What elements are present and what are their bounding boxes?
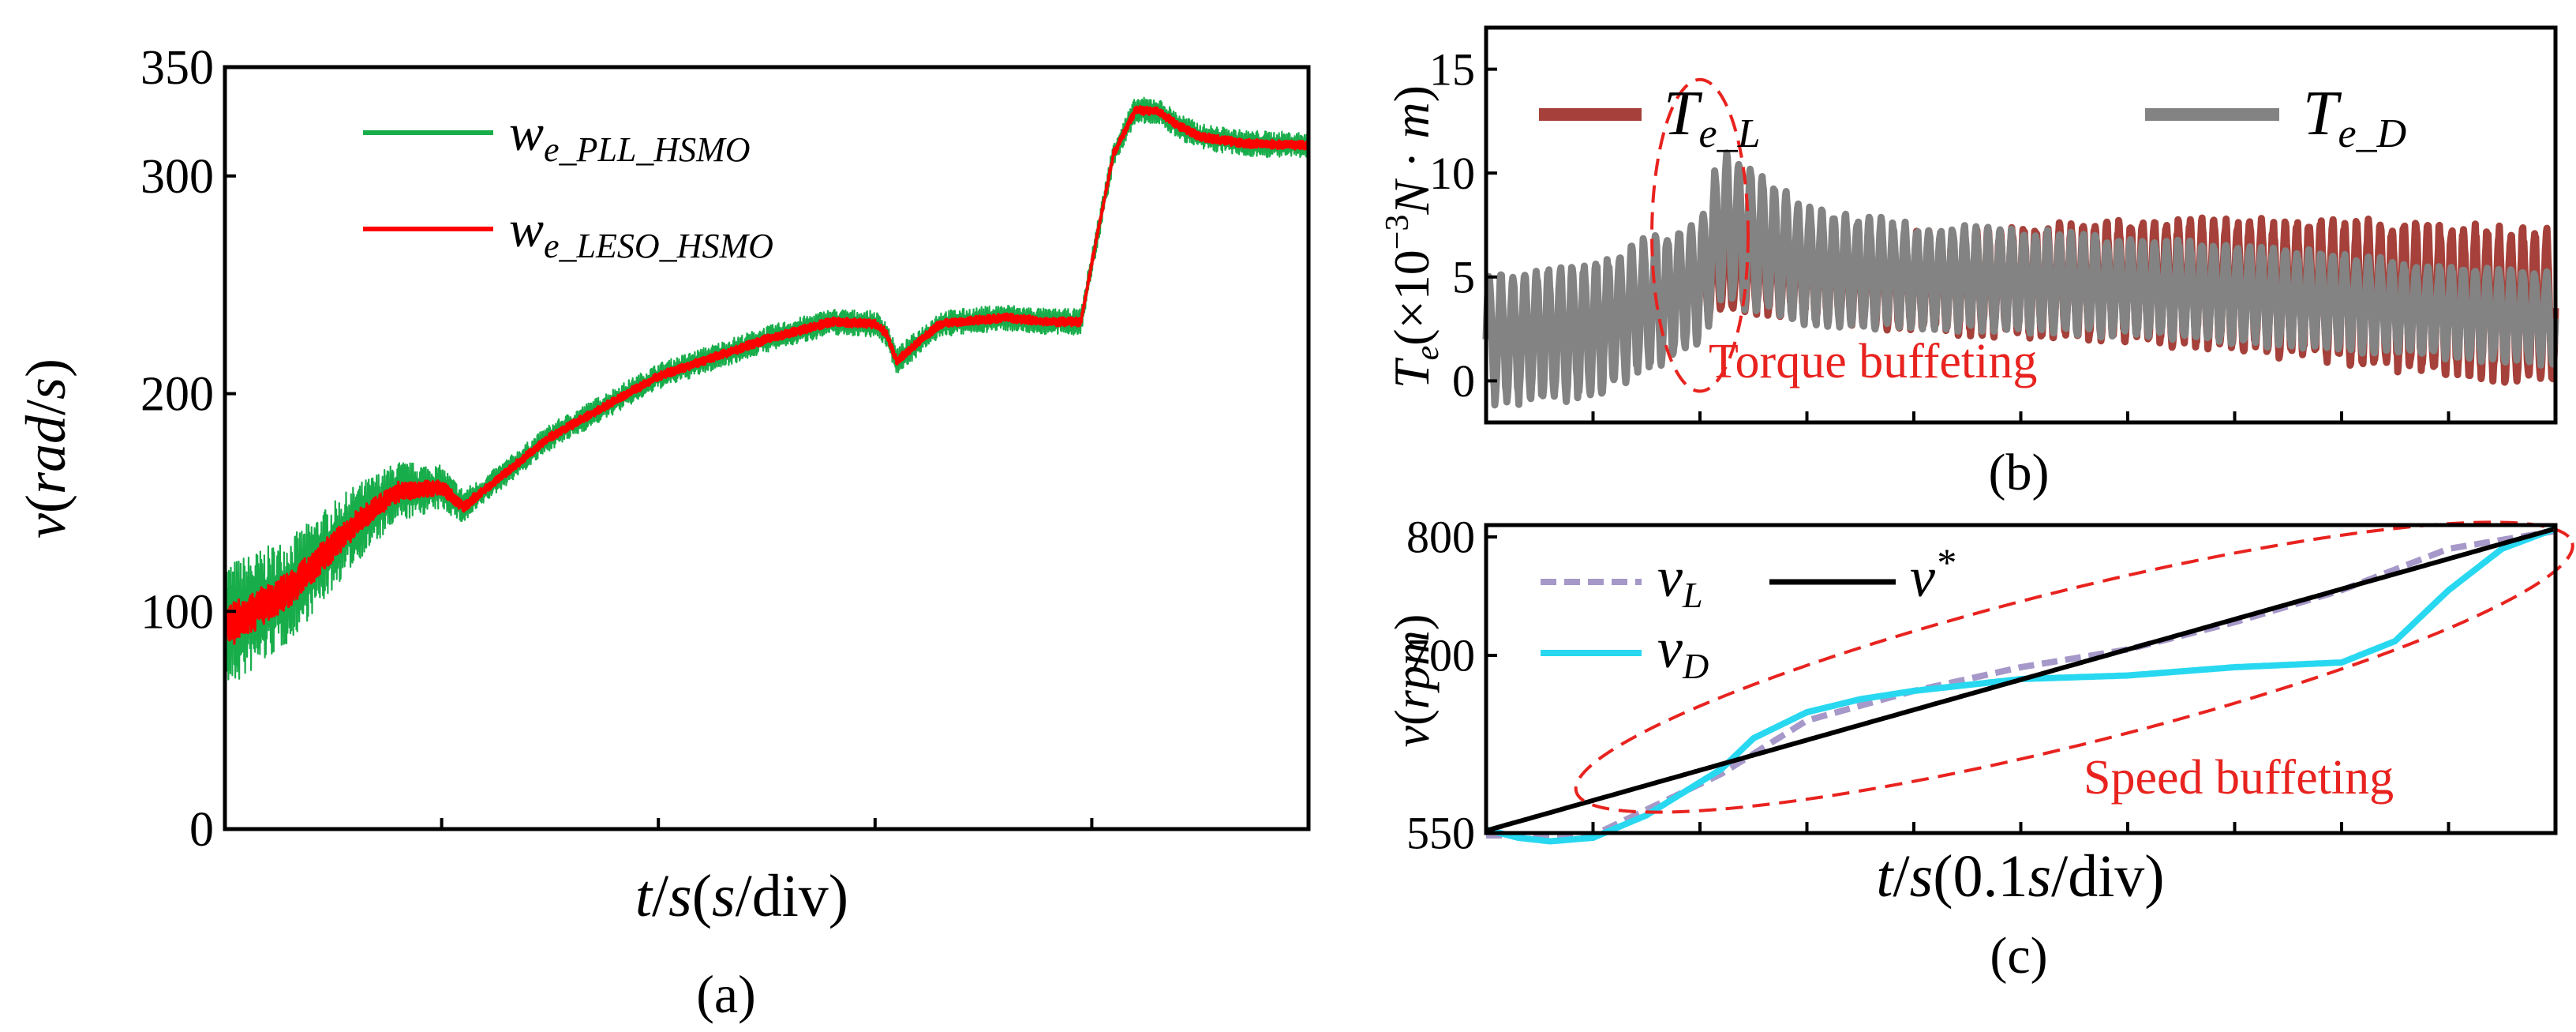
panel-b-ticks	[1486, 67, 2451, 422]
legend-label-te-l-sub: e_L	[1699, 111, 1761, 156]
panel-b-series	[1482, 149, 2559, 409]
panel-a-y-tick-labels: 0 100 200 300 350	[140, 41, 214, 857]
panel-c-series	[1485, 525, 2557, 845]
legend-label-v-l: vL	[1657, 546, 1703, 615]
y-tick-label: 300	[140, 150, 214, 204]
y-tick-label: 200	[140, 368, 214, 422]
y-tick-label: 350	[140, 41, 214, 95]
panel-a-ticks	[225, 66, 1094, 831]
legend-label-leso-hsmo-sub: e_LESO_HSMO	[544, 227, 773, 265]
panel-b-y-tick-labels: 0 5 10 15	[1429, 43, 1475, 407]
panel-c-caption: (c)	[1990, 927, 2047, 985]
panel-b: 0 5 10 15 Te_L Te_D Torque buffeting Te(×10…	[1380, 25, 2559, 501]
panel-a-ylabel: v(rad/s)	[14, 358, 77, 539]
series-w-e-pll-hsmo	[223, 96, 1310, 689]
legend-label-v-d: vD	[1657, 617, 1709, 686]
legend-label-v-star: v*	[1910, 540, 1955, 609]
panel-a: 0 100 200 300 350 we_PLL_HSMO we_LESO_HSMO v…	[14, 41, 1311, 1024]
y-tick-label: 5	[1452, 252, 1475, 303]
legend-label-pll-hsmo: we_PLL_HSMO	[509, 104, 751, 169]
panel-c: 550 700 800 vL v* vD Speed buffeting v(rpm…	[1386, 512, 2574, 985]
y-tick-label: 0	[1452, 355, 1475, 407]
y-tick-label: 700	[1406, 630, 1475, 681]
panel-c-y-tick-labels: 550 700 800	[1406, 512, 1475, 859]
legend-label-pll-hsmo-sub: e_PLL_HSMO	[544, 130, 751, 169]
legend-label-v-star-sup: *	[1935, 540, 1955, 584]
panel-a-series	[223, 96, 1310, 689]
torque-buffeting-label: Torque buffeting	[1709, 335, 2037, 388]
y-tick-label: 100	[140, 585, 214, 639]
series-t-e-d	[1482, 149, 2559, 409]
legend-label-v-l-sub: L	[1682, 575, 1703, 615]
y-tick-label: 550	[1406, 808, 1475, 859]
speed-buffeting-label: Speed buffeting	[2084, 751, 2394, 805]
legend-label-leso-hsmo: we_LESO_HSMO	[509, 201, 773, 265]
torque-buffeting-ellipse	[1650, 77, 1750, 393]
panel-a-caption: (a)	[696, 964, 755, 1024]
legend-label-te-d-sub: e_D	[2338, 111, 2407, 156]
legend-label-v-d-sub: D	[1682, 646, 1709, 686]
panel-c-ylabel: v(rpm)	[1386, 614, 1440, 748]
y-tick-label: 800	[1406, 512, 1475, 563]
speed-buffeting-ellipse	[1574, 520, 2574, 814]
panel-c-ticks	[1486, 535, 2451, 835]
y-tick-label: 10	[1429, 148, 1475, 199]
panel-a-axes-frame	[223, 65, 1311, 831]
panel-b-ylabel: Te(×10−3N · m)	[1380, 85, 1446, 388]
y-tick-label: 0	[189, 803, 214, 857]
panel-c-xlabel: t/s(0.1s/div)	[1876, 843, 2164, 910]
legend-label-te-l: Te_L	[1664, 79, 1761, 156]
panel-a-xlabel: t/s(s/div)	[635, 863, 848, 929]
series-v-l	[1485, 527, 2556, 839]
series-w-e-leso-hsmo	[223, 105, 1310, 645]
series-v-star	[1485, 526, 2556, 833]
legend-label-te-d: Te_D	[2303, 79, 2406, 156]
y-tick-label: 15	[1429, 43, 1475, 95]
panel-b-caption: (b)	[1989, 444, 2050, 501]
